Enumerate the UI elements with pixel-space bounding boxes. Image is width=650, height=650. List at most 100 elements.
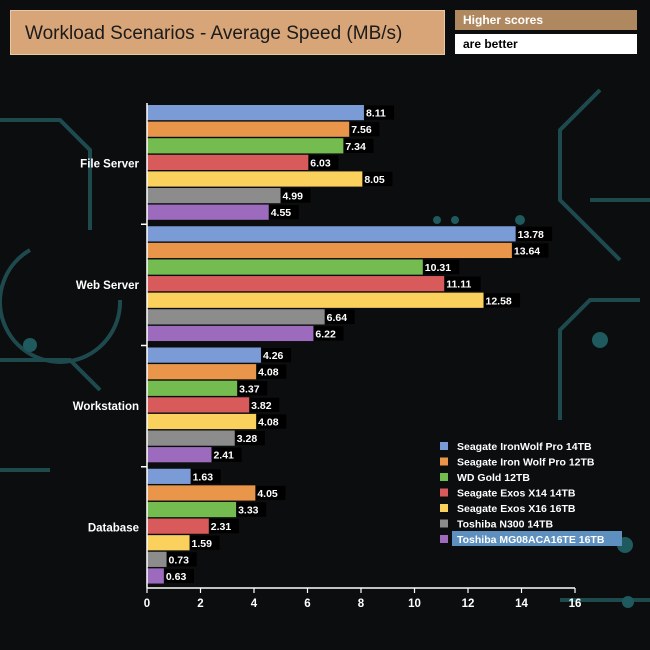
- data-label: 2.31: [211, 521, 232, 533]
- data-label-background: [516, 226, 553, 241]
- data-label: 4.99: [282, 191, 303, 203]
- data-label: 1.63: [193, 471, 214, 483]
- data-label-background: [325, 309, 355, 324]
- data-label-background: [308, 155, 339, 170]
- bar: [147, 154, 309, 170]
- legend-swatch: [440, 535, 448, 543]
- bar: [147, 518, 209, 534]
- data-label: 1.59: [192, 538, 213, 550]
- bar: [147, 242, 512, 259]
- bar: [147, 188, 281, 204]
- bar: [147, 276, 445, 292]
- bar: [147, 347, 261, 363]
- data-label-background: [512, 243, 549, 258]
- legend-label: WD Gold 12TB: [457, 472, 530, 484]
- data-label-background: [167, 552, 197, 567]
- note-higher-scores: Higher scores: [455, 10, 637, 30]
- data-label-background: [444, 276, 481, 291]
- bar: [147, 292, 484, 308]
- data-label: 0.63: [166, 571, 187, 583]
- bar: [147, 226, 516, 242]
- legend-highlight: [452, 531, 622, 546]
- chart-title: Workload Scenarios - Average Speed (MB/s…: [10, 10, 445, 55]
- data-label: 12.58: [486, 295, 512, 307]
- x-tick-label: 4: [251, 598, 258, 610]
- legend-swatch: [440, 473, 448, 481]
- bar: [147, 413, 257, 430]
- data-label: 7.34: [345, 141, 366, 153]
- bar: [147, 309, 325, 325]
- data-label: 13.64: [514, 245, 540, 257]
- legend-label: Seagate Exos X16 16TB: [457, 503, 576, 515]
- bar: [147, 259, 423, 275]
- data-label-background: [349, 122, 380, 137]
- data-label-background: [235, 431, 265, 446]
- x-tick-label: 16: [569, 598, 582, 610]
- data-label-background: [209, 519, 239, 534]
- data-label-background: [269, 205, 299, 220]
- data-label: 6.22: [315, 328, 336, 340]
- x-tick-label: 14: [515, 598, 528, 610]
- bar: [147, 551, 167, 567]
- legend-label: Seagate Exos X14 14TB: [457, 488, 576, 500]
- data-label: 2.41: [213, 450, 234, 462]
- x-tick-label: 0: [144, 598, 150, 610]
- bar: [147, 535, 190, 551]
- data-label-background: [249, 397, 280, 412]
- data-label-background: [484, 293, 521, 308]
- bar: [147, 204, 269, 220]
- data-label-background: [280, 188, 311, 203]
- data-label-background: [423, 259, 460, 275]
- data-label: 3.33: [238, 505, 259, 517]
- data-label-background: [261, 348, 292, 363]
- bar: [147, 468, 191, 484]
- bar: [147, 430, 235, 446]
- data-label: 8.11: [366, 108, 386, 120]
- x-tick-label: 2: [197, 598, 203, 610]
- data-label-background: [256, 414, 287, 429]
- data-label: 4.05: [257, 488, 278, 500]
- bar: [147, 447, 212, 463]
- data-label-background: [211, 447, 242, 462]
- legend-swatch: [440, 504, 448, 512]
- note-are-better: are better: [455, 34, 637, 54]
- bar: [147, 364, 257, 380]
- data-label: 6.03: [310, 157, 331, 169]
- data-label-background: [362, 171, 393, 187]
- bar: [147, 485, 256, 501]
- data-label: 0.73: [169, 554, 190, 566]
- data-label: 7.56: [351, 124, 372, 136]
- legend-label: Seagate Iron Wolf Pro 12TB: [457, 457, 595, 469]
- category-label: File Server: [80, 159, 139, 171]
- bar: [147, 568, 164, 584]
- data-label: 3.37: [239, 383, 260, 395]
- category-label: Web Server: [76, 280, 140, 292]
- bar: [147, 171, 363, 187]
- x-tick-label: 10: [408, 598, 421, 610]
- data-label-background: [343, 138, 374, 153]
- data-label: 4.08: [258, 367, 279, 379]
- data-label: 3.28: [237, 433, 258, 445]
- x-tick-label: 12: [462, 598, 475, 610]
- data-label: 13.78: [518, 229, 544, 241]
- data-label-background: [255, 485, 286, 501]
- bar: [147, 105, 364, 121]
- data-label-background: [164, 568, 194, 584]
- data-label: 3.82: [251, 400, 272, 412]
- legend-label: Seagate IronWolf Pro 14TB: [457, 441, 592, 453]
- bar: [147, 138, 344, 154]
- legend-label: Toshiba MG08ACA16TE 16TB: [457, 534, 605, 546]
- data-label-background: [191, 469, 221, 484]
- legend-swatch: [440, 457, 448, 466]
- bar: [147, 380, 238, 396]
- bar: [147, 121, 350, 137]
- data-label: 4.26: [263, 350, 284, 362]
- category-label: Database: [88, 522, 139, 534]
- data-label: 10.31: [425, 262, 451, 274]
- data-label-background: [313, 326, 344, 341]
- data-label: 4.55: [271, 207, 292, 219]
- legend-swatch: [440, 519, 448, 528]
- legend-swatch: [440, 488, 448, 497]
